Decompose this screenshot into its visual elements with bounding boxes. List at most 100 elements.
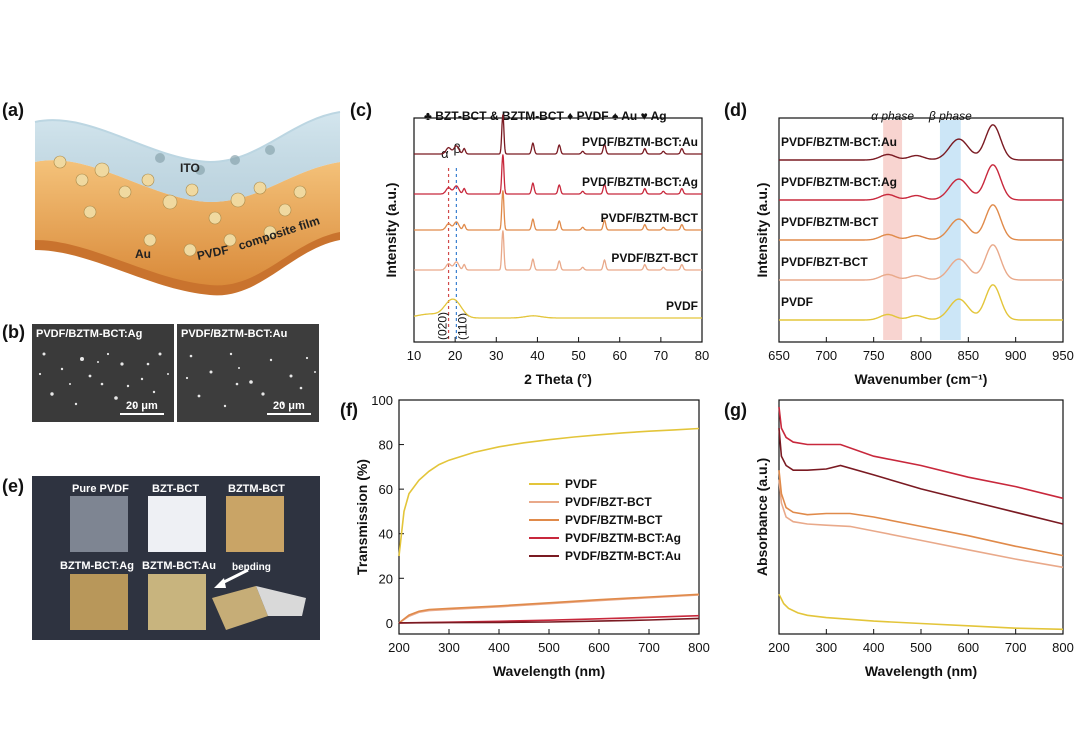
xrd-series-label: PVDF/BZT-BCT [611,251,698,265]
x-axis-label: Wavelength (nm) [493,663,605,679]
film-bztm-bct [226,496,284,552]
ftir-series-line [779,204,1063,241]
peak-label-110: (110) [456,313,470,340]
x-axis-label: 2 Theta (°) [524,371,592,387]
x-tick-label: 900 [1005,348,1027,363]
x-tick-label: 800 [910,348,932,363]
xrd-series-line [414,114,702,155]
sem-ag-scale-text: 20 μm [126,400,158,412]
x-tick-label: 300 [815,640,837,655]
ftir-series-label: PVDF/BZT-BCT [781,255,868,269]
panel-label-e: (e) [2,476,24,496]
ito-layer [35,112,340,202]
xrd-series-line [414,154,702,195]
film-label-bending: bending [232,562,271,573]
y-axis-label: Intensity (a.u.) [754,183,770,278]
x-tick-label: 750 [863,348,885,363]
ftir-series-label: PVDF/BZTM-BCT [781,215,879,229]
x-tick-label: 30 [489,348,503,363]
ftir-series-label: PVDF/BZTM-BCT:Au [781,135,897,149]
panel-label-f: (f) [340,400,358,420]
x-axis-label: Wavelength (nm) [865,663,977,679]
y-tick-label: 80 [379,438,393,453]
chart-xrd: 10 20 30 40 50 60 70 80 2 Theta (°) Intensity (a.… [383,109,709,387]
x-tick-label: 500 [910,640,932,655]
film-label-pure-pvdf: Pure PVDF [72,483,129,495]
bending-arrow-icon [214,568,249,588]
x-tick-label: 200 [388,640,410,655]
x-tick-label: 850 [957,348,979,363]
x-tick-label: 800 [1052,640,1074,655]
plot-frame [778,399,1064,635]
legend-entry: PVDF/BZTM-BCT [565,513,663,527]
panel-label-c: (c) [350,100,372,120]
transmission-series-line [398,427,700,557]
plot-frame [778,117,1064,343]
xrd-series-line [414,190,702,231]
y-tick-label: 0 [386,616,393,631]
legend-entry: PVDF/BZTM-BCT:Ag [565,531,681,545]
panel-label-b: (b) [2,322,25,342]
film-pure-pvdf [70,496,128,552]
beta-marker: β [453,141,460,156]
film-bzt-bct [148,496,206,552]
sem-ag-speckles [38,352,169,408]
film-photo: Pure PVDF BZT-BCT BZTM-BCT BZTM-BCT:Ag B… [32,476,320,640]
xrd-series-line [414,230,702,271]
film-bztm-bct-ag [70,574,128,630]
x-tick-label: 700 [1005,640,1027,655]
transmission-series-line [398,593,700,624]
x-tick-label: 20 [448,348,462,363]
xrd-series-label: PVDF [666,299,698,313]
film-label-bztm-bct-au: BZTM-BCT:Au [142,560,216,572]
xrd-series-line [413,298,702,319]
absorbance-series-line [778,406,1064,500]
y-axis-label: Transmission (%) [355,459,370,575]
y-tick-label: 100 [371,393,393,408]
peak-label-020: (020) [436,312,450,340]
pvdf-label: PVDF [196,243,230,263]
chart-absorbance: 200 300 400 500 600 700 800 Wavelength (nm) Abso… [754,399,1074,679]
x-tick-label: 40 [530,348,544,363]
x-tick-label: 60 [612,348,626,363]
x-tick-label: 700 [638,640,660,655]
x-tick-label: 50 [571,348,585,363]
x-tick-label: 600 [957,640,979,655]
chart-ftir: 650 700 750 800 850 900 950 Wavenumber (cm⁻¹) In… [754,109,1074,387]
phase-band-label: α phase [871,109,914,123]
x-tick-label: 80 [695,348,709,363]
y-tick-label: 40 [379,527,393,542]
phase-band [939,120,961,340]
xrd-series-label: PVDF/BZTM-BCT:Ag [582,175,698,189]
x-tick-label: 400 [863,640,885,655]
transmission-series-line [398,617,700,624]
film-label-bzt-bct: BZT-BCT [152,483,200,495]
sem-au-speckles [185,352,316,408]
x-tick-label: 300 [438,640,460,655]
y-tick-label: 60 [379,482,393,497]
x-tick-label: 500 [538,640,560,655]
ftir-series-label: PVDF/BZTM-BCT:Ag [781,175,897,189]
phase-band-label: β phase [928,109,972,123]
phase-band [883,120,903,340]
x-tick-label: 950 [1052,348,1074,363]
panel-label-a: (a) [2,100,24,120]
legend-entry: PVDF [565,477,597,491]
film-bztm-bct-au [148,574,206,630]
legend-entry: PVDF/BZTM-BCT:Au [565,549,681,563]
y-tick-label: 20 [379,571,393,586]
alpha-marker: α [441,146,449,161]
x-axis-label: Wavenumber (cm⁻¹) [855,371,988,387]
panel-label-d: (d) [724,100,747,120]
absorbance-series-line [778,593,1064,631]
absorbance-series-line [778,470,1064,557]
sem-au-label: PVDF/BZTM-BCT:Au [181,328,288,340]
film-label-bztm-bct-ag: BZTM-BCT:Ag [60,560,134,572]
ftir-series-label: PVDF [781,295,813,309]
x-tick-label: 10 [407,348,421,363]
x-tick-label: 700 [815,348,837,363]
xrd-legend: ♣ BZT-BCT & BZTM-BCT ♦ PVDF ♠ Au ♥ Ag [424,109,667,123]
x-tick-label: 650 [768,348,790,363]
film-label-bztm-bct: BZTM-BCT [228,483,285,495]
absorbance-series-line [778,428,1064,525]
